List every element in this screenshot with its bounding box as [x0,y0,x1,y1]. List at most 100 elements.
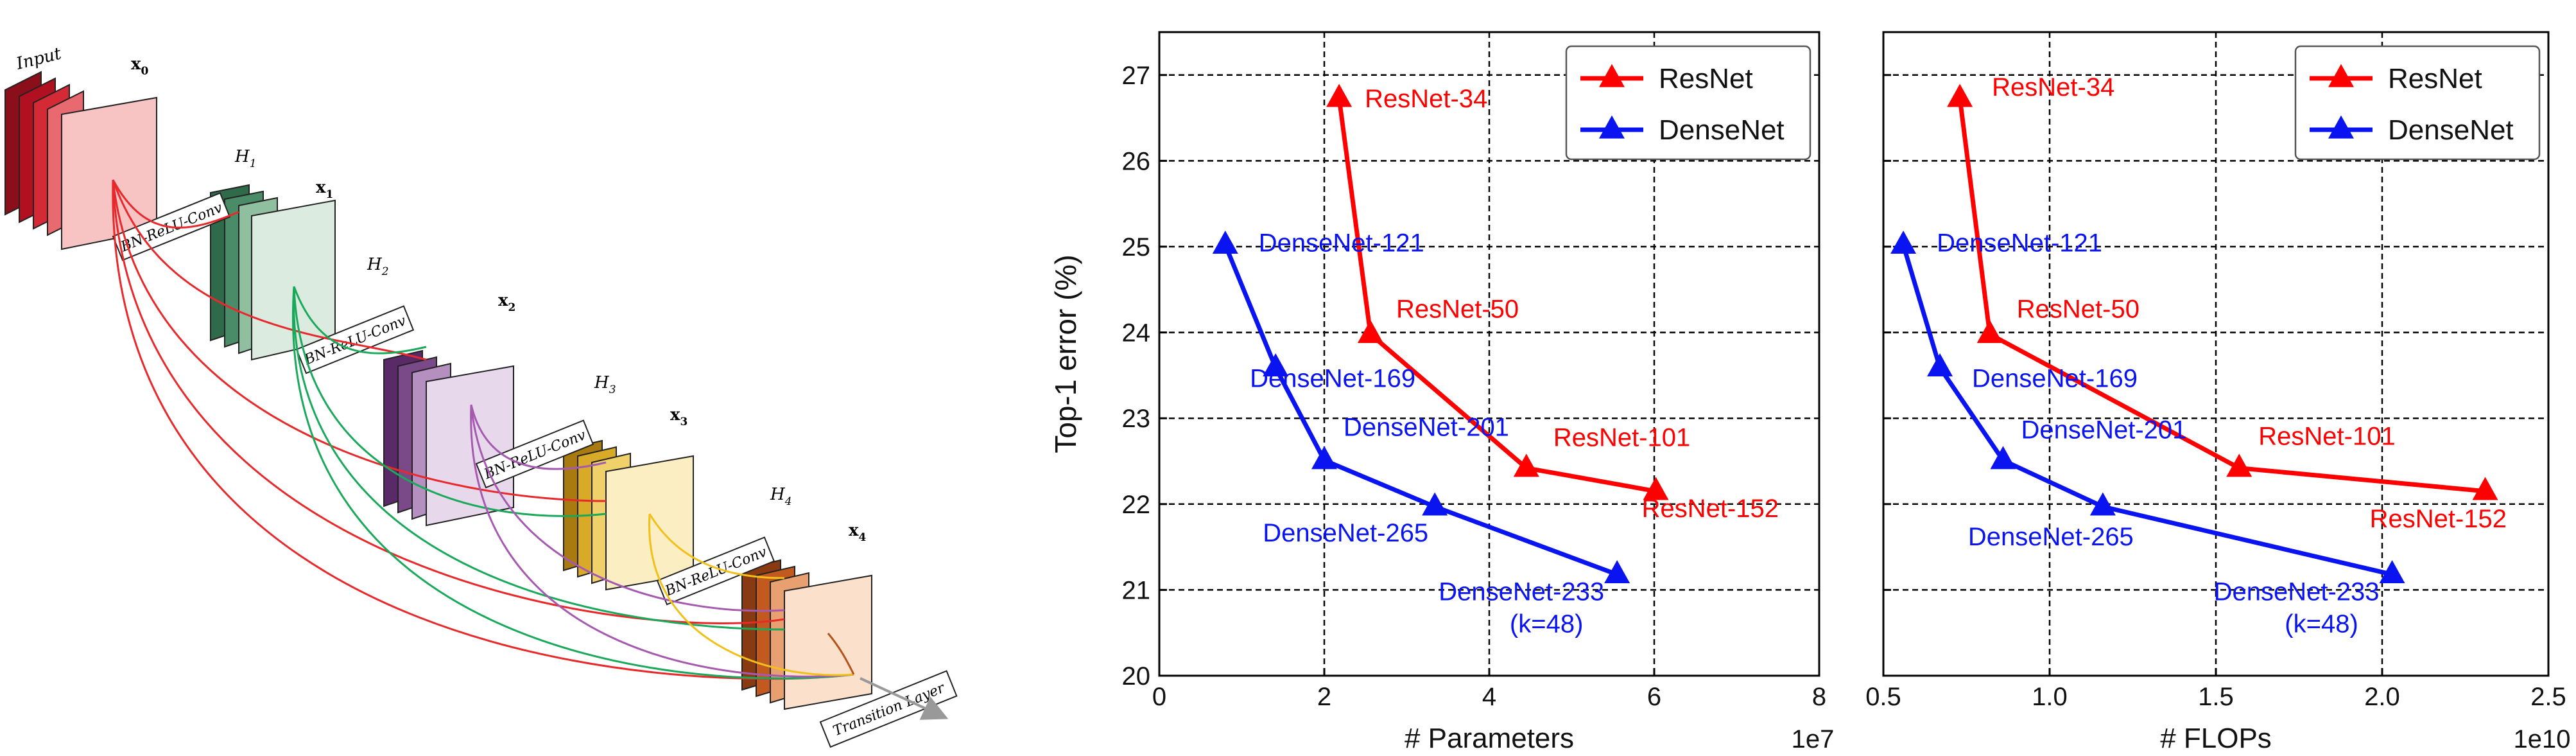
data-point-densenet [1263,353,1289,377]
data-label: DenseNet-169 [1972,364,2138,392]
x3-label: x3 [670,405,687,428]
y-tick-label: 25 [1122,233,1151,261]
connection-x1-transition [291,286,854,680]
x-tick-label: 2.0 [2364,683,2400,711]
data-label: ResNet-152 [2370,505,2507,533]
legend-label: ResNet [1659,63,1753,94]
data-label: DenseNet-201 [1344,414,1509,442]
data-label: DenseNet-265 [1968,523,2134,551]
output-arrow [860,677,949,720]
data-point-resnet [1643,477,1669,500]
data-label: DenseNet-233 [2214,577,2380,606]
y-axis-label: Top-1 error (%) [1049,254,1082,453]
data-label: DenseNet-265 [1263,519,1428,547]
data-label: DenseNet-233 [1439,577,1604,606]
y-tick-label: 20 [1122,662,1151,690]
data-point-resnet [1976,319,2003,343]
data-label: ResNet-101 [1553,424,1690,452]
data-label: ResNet-50 [1396,295,1519,323]
connection-x4-transition [827,633,855,675]
x-axis-multiplier: 1e7 [1792,725,1835,753]
x-tick-label: 0 [1152,683,1166,711]
y-tick-label: 24 [1122,319,1151,347]
connection-x0-h2 [112,179,427,361]
x-axis-label: # FLOPs [2160,723,2272,754]
legend-label: ResNet [2388,63,2482,94]
connection-x1-h3 [293,286,607,517]
h1-label: H1 [234,147,257,170]
x0-label: x0 [131,55,149,78]
dense-connections [112,179,855,680]
data-point-resnet [1326,84,1353,107]
y-tick-label: 26 [1122,147,1151,175]
data-label: ResNet-34 [1365,85,1487,113]
h3-label: H3 [594,373,616,396]
connection-x0-h1 [112,179,239,229]
legend-swatch-marker [2328,64,2354,87]
data-label-sub: (k=48) [1510,610,1584,638]
y-tick-label: 21 [1122,576,1151,604]
data-label: ResNet-101 [2258,423,2395,451]
data-point-resnet [1513,453,1539,477]
series-line-resnet [1336,98,1657,494]
data-point-densenet [1927,353,1953,377]
data-label: DenseNet-121 [1937,229,2102,257]
legend-label: DenseNet [1659,114,1785,146]
y-tick-label: 22 [1122,491,1151,519]
x-tick-label: 0.5 [1865,683,1901,711]
connection-x0-h3 [112,179,607,502]
densenet-block-diagram: Input x0 H1 x1 BN-ReLU-Conv H2 x2 BN-ReL… [4,44,958,748]
data-point-densenet [1422,492,1448,516]
connection-x3-h4 [648,513,785,579]
connection-x1-h4 [293,286,785,631]
data-label-sub: (k=48) [2285,610,2358,638]
connection-x2-h3 [470,404,607,470]
x-tick-label: 1.5 [2198,683,2234,711]
x-tick-label: 6 [1647,683,1661,711]
flops-chart: 0.5 1.0 1.5 2.0 2.5 # FLOPs 1e10 ResNet-34 ResNe… [1865,31,2571,754]
legend-label: DenseNet [2388,114,2514,146]
connection-x1-h2 [293,286,427,355]
data-label: ResNet-34 [1992,73,2114,101]
connection-x2-h4 [470,404,785,612]
x-axis-label: # Parameters [1405,723,1574,754]
x2-label: x2 [498,291,515,314]
x-tick-label: 2.5 [2530,683,2566,711]
data-point-resnet [1357,319,1383,343]
h2-label: H2 [367,255,389,278]
connection-x0-h4 [112,179,785,624]
x-tick-label: 8 [1812,683,1826,711]
data-point-densenet [2379,560,2405,584]
x-tick-label: 4 [1482,683,1496,711]
data-label: DenseNet-121 [1259,229,1424,257]
h4-label: H4 [770,485,792,508]
data-point-densenet [1212,231,1238,254]
data-point-resnet [2226,453,2252,477]
legend-swatch-marker [1599,64,1625,87]
input-feature-maps [4,71,157,251]
y-tick-label: 27 [1122,62,1151,90]
series-line-resnet [1957,98,2485,494]
data-point-resnet [2472,477,2498,500]
x-axis-multiplier: 1e10 [2514,725,2571,753]
y-tick-label: 23 [1122,405,1151,433]
connection-x3-transition [648,513,854,676]
data-point-densenet [1990,446,2016,470]
data-point-densenet [1604,560,1630,584]
connection-x2-transition [470,404,854,678]
x1-label: x1 [316,178,333,201]
data-point-densenet [2089,492,2116,516]
data-label: DenseNet-169 [1250,364,1415,392]
block-3-feature-maps [563,439,694,591]
x-tick-label: 2 [1317,683,1331,711]
data-point-densenet [1890,231,1917,254]
x4-label: x4 [849,521,867,544]
x-tick-label: 1.0 [2032,683,2068,711]
data-point-resnet [1947,84,1973,107]
data-point-densenet [1311,446,1337,470]
data-label: ResNet-152 [1642,495,1779,523]
data-label: DenseNet-201 [2021,416,2186,444]
legend-swatch-marker [1599,115,1625,139]
